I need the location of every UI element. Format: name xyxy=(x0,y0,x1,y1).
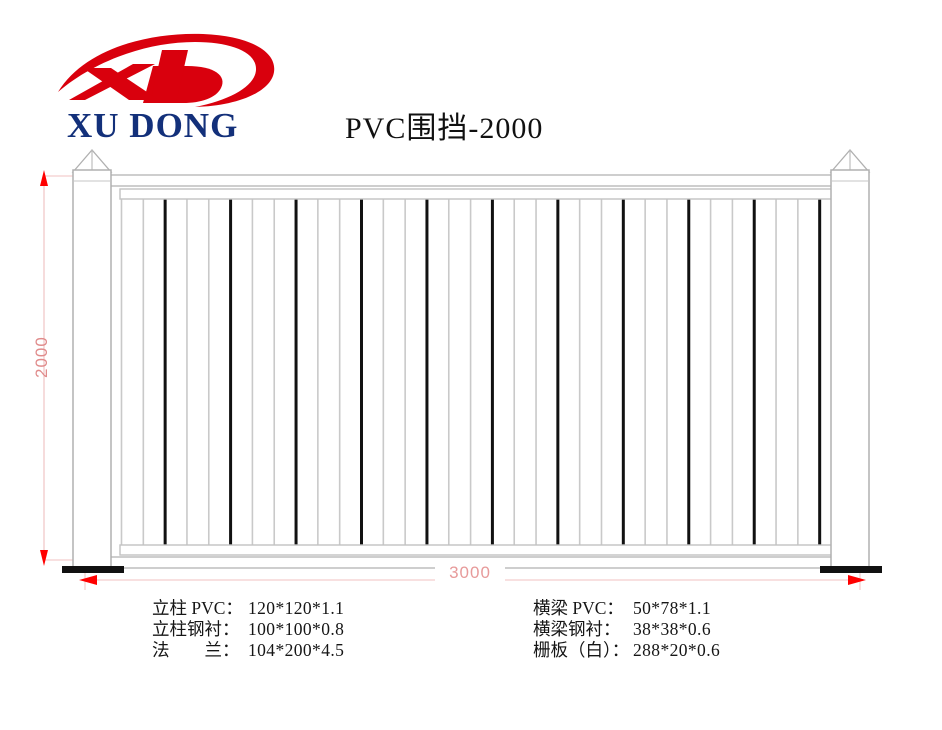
top-rail xyxy=(99,174,843,200)
spec-value: 120*120*1.1 xyxy=(248,598,345,618)
base-flange-left xyxy=(62,566,124,573)
dimension-width-label: 3000 xyxy=(435,563,505,583)
spec-table-left: 立柱 PVC： 120*120*1.1 立柱钢衬： 100*100*0.8 法 … xyxy=(152,598,344,661)
post-body-left xyxy=(72,169,112,569)
xd-swoosh-logo xyxy=(58,33,275,107)
fence-slat-field xyxy=(120,198,843,546)
dim-arrow-up xyxy=(40,170,48,186)
post-cap-right xyxy=(829,149,871,173)
spec-label: 栅板（白）： xyxy=(533,640,630,660)
fence-post-left xyxy=(62,149,124,573)
spec-value: 100*100*0.8 xyxy=(248,619,345,639)
spec-label: 法 兰： xyxy=(152,640,240,660)
spec-row: 栅板（白）： 288*20*0.6 xyxy=(533,640,720,661)
logo-swoosh-shape xyxy=(58,33,275,107)
top-rail-lower-beam xyxy=(119,188,843,200)
spec-label: 横梁 PVC： xyxy=(533,598,624,618)
company-logo: XU DONG xyxy=(55,30,285,148)
spec-label: 横梁钢衬： xyxy=(533,619,621,639)
spec-row: 法 兰： 104*200*4.5 xyxy=(152,640,344,661)
spec-row: 横梁 PVC： 50*78*1.1 xyxy=(533,598,720,619)
base-flange-right xyxy=(820,566,882,573)
dim-arrow-left xyxy=(79,575,97,585)
page-title: PVC围挡-2000 xyxy=(345,112,544,145)
bottom-rail-upper-beam xyxy=(119,544,843,556)
spec-value: 104*200*4.5 xyxy=(248,640,345,660)
spec-label: 立柱钢衬： xyxy=(152,619,240,639)
spec-value: 38*38*0.6 xyxy=(633,619,711,639)
spec-row: 立柱钢衬： 100*100*0.8 xyxy=(152,619,344,640)
fence-post-right xyxy=(820,149,882,573)
spec-row: 横梁钢衬： 38*38*0.6 xyxy=(533,619,720,640)
spec-value: 50*78*1.1 xyxy=(633,598,711,618)
spec-label: 立柱 PVC： xyxy=(152,598,243,618)
spec-row: 立柱 PVC： 120*120*1.1 xyxy=(152,598,344,619)
dim-arrow-right xyxy=(848,575,866,585)
post-body-right xyxy=(830,169,870,569)
logo-letter-d-stem xyxy=(150,50,188,103)
spec-value: 288*20*0.6 xyxy=(633,640,721,660)
logo-wordmark: XU DONG xyxy=(67,106,239,145)
dimension-height-label: 2000 xyxy=(32,336,51,378)
dimension-annotations xyxy=(40,170,866,590)
logo-letter-x-stroke-a xyxy=(83,68,159,100)
post-cap-left xyxy=(71,149,113,173)
spec-table-right: 横梁 PVC： 50*78*1.1 横梁钢衬： 38*38*0.6 栅板（白）：… xyxy=(533,598,720,661)
logo-letter-x-stroke-b xyxy=(69,64,155,100)
top-rail-upper-beam xyxy=(99,174,843,187)
dim-arrow-down xyxy=(40,550,48,566)
